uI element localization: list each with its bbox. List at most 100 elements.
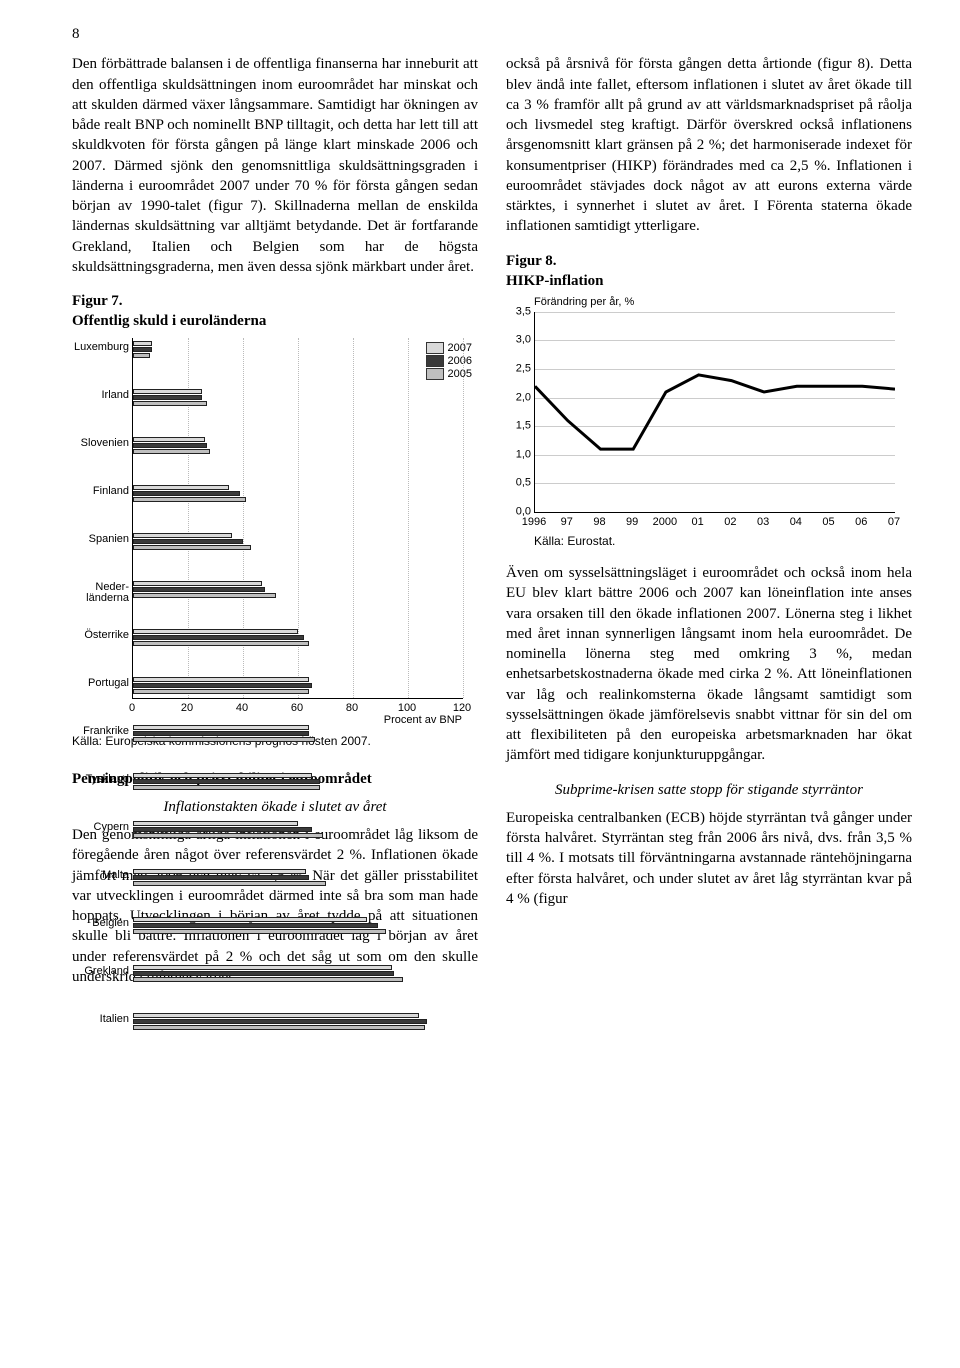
bar bbox=[133, 353, 150, 358]
bar bbox=[133, 395, 202, 400]
fig7-xlabel: Procent av BNP bbox=[384, 713, 462, 728]
xtick-label: 80 bbox=[346, 701, 358, 716]
bar-row: Tyskland bbox=[133, 770, 463, 794]
fig8-xaxis: 1996979899200001020304050607 bbox=[534, 513, 894, 527]
fig8-plot-area: 0,00,51,01,52,02,53,03,5 bbox=[534, 312, 895, 513]
bar bbox=[133, 737, 315, 742]
bar bbox=[133, 485, 229, 490]
bar-row: Italien bbox=[133, 1010, 463, 1034]
xtick-label: 04 bbox=[790, 515, 802, 530]
country-label: Finland bbox=[69, 486, 129, 497]
bar bbox=[133, 677, 309, 682]
bar-row: Österrike bbox=[133, 626, 463, 650]
bar bbox=[133, 785, 320, 790]
country-label: Cypern bbox=[69, 822, 129, 833]
bar-row: Irland bbox=[133, 386, 463, 410]
country-label: Irland bbox=[69, 390, 129, 401]
xtick-label: 05 bbox=[822, 515, 834, 530]
bar bbox=[133, 587, 265, 592]
bar bbox=[133, 341, 152, 346]
bar bbox=[133, 923, 378, 928]
country-label: Spanien bbox=[69, 534, 129, 545]
country-label: Slovenien bbox=[69, 438, 129, 449]
bar bbox=[133, 833, 323, 838]
bar-row: Finland bbox=[133, 482, 463, 506]
country-label: Portugal bbox=[69, 678, 129, 689]
bar bbox=[133, 641, 309, 646]
xtick-label: 100 bbox=[398, 701, 416, 716]
xtick-label: 0 bbox=[129, 701, 135, 716]
bar bbox=[133, 389, 202, 394]
xtick-label: 20 bbox=[181, 701, 193, 716]
bar bbox=[133, 683, 312, 688]
ytick-label: 2,0 bbox=[507, 390, 531, 405]
bar bbox=[133, 1025, 425, 1030]
xtick-label: 97 bbox=[561, 515, 573, 530]
right-para-3: Europeiska centralbanken (ECB) höjde sty… bbox=[506, 808, 912, 909]
bar bbox=[133, 635, 304, 640]
bar bbox=[133, 491, 240, 496]
right-column: också på årsnivå för första gången detta… bbox=[506, 54, 912, 987]
fig7-xaxis: Procent av BNP 020406080100120 bbox=[132, 699, 462, 727]
right-para-2: Även om sysselsättningsläget i euroområd… bbox=[506, 563, 912, 766]
page-number: 8 bbox=[72, 24, 912, 44]
bar bbox=[133, 1019, 427, 1024]
fig7-subtitle: Offentlig skuld i euroländerna bbox=[72, 311, 478, 331]
bar bbox=[133, 593, 276, 598]
fig8-ylabel: Förändring per år, % bbox=[534, 295, 912, 310]
fig8-source: Källa: Eurostat. bbox=[534, 533, 912, 549]
xtick-label: 99 bbox=[626, 515, 638, 530]
ytick-label: 3,0 bbox=[507, 333, 531, 348]
bar bbox=[133, 545, 251, 550]
fig7-chart: 200720062005 LuxemburgIrlandSlovenienFin… bbox=[72, 338, 478, 749]
fig8-chart: Förändring per år, % 0,00,51,01,52,02,53… bbox=[506, 295, 912, 549]
bar bbox=[133, 779, 320, 784]
left-column: Den förbättrade balansen i de offentliga… bbox=[72, 54, 478, 987]
ytick-label: 1,0 bbox=[507, 447, 531, 462]
bar bbox=[133, 539, 243, 544]
bar bbox=[133, 437, 205, 442]
bar-row: Portugal bbox=[133, 674, 463, 698]
bar bbox=[133, 977, 403, 982]
bar bbox=[133, 731, 309, 736]
country-label: Neder- länderna bbox=[69, 582, 129, 604]
bar bbox=[133, 401, 207, 406]
bar bbox=[133, 581, 262, 586]
bar bbox=[133, 929, 386, 934]
country-label: Belgien bbox=[69, 918, 129, 929]
xtick-label: 2000 bbox=[653, 515, 677, 530]
xtick-label: 1996 bbox=[522, 515, 546, 530]
bar bbox=[133, 347, 152, 352]
country-label: Luxemburg bbox=[69, 342, 129, 353]
xtick-label: 120 bbox=[453, 701, 471, 716]
section-subheading-subprime: Subprime-krisen satte stopp för stigande… bbox=[506, 780, 912, 800]
bar-row: Spanien bbox=[133, 530, 463, 554]
ytick-label: 0,5 bbox=[507, 476, 531, 491]
bar-row: Belgien bbox=[133, 914, 463, 938]
bar bbox=[133, 449, 210, 454]
xtick-label: 03 bbox=[757, 515, 769, 530]
fig8-title: Figur 8. bbox=[506, 253, 557, 269]
fig8-heading: Figur 8. HIKP-inflation bbox=[506, 251, 912, 292]
bar bbox=[133, 533, 232, 538]
bar bbox=[133, 497, 246, 502]
fig8-subtitle: HIKP-inflation bbox=[506, 271, 912, 291]
ytick-label: 3,5 bbox=[507, 304, 531, 319]
country-label: Malta bbox=[69, 870, 129, 881]
section-subheading-inflation: Inflationstakten ökade i slutet av året bbox=[72, 797, 478, 817]
bar bbox=[133, 689, 309, 694]
xtick-label: 07 bbox=[888, 515, 900, 530]
bar bbox=[133, 881, 326, 886]
bar bbox=[133, 875, 309, 880]
xtick-label: 98 bbox=[593, 515, 605, 530]
bar-row: Neder- länderna bbox=[133, 578, 463, 602]
xtick-label: 01 bbox=[692, 515, 704, 530]
bar bbox=[133, 629, 298, 634]
bar-row: Cypern bbox=[133, 818, 463, 842]
line-series bbox=[535, 312, 895, 512]
bar-row: Grekland bbox=[133, 962, 463, 986]
bar bbox=[133, 773, 312, 778]
country-label: Frankrike bbox=[69, 726, 129, 737]
bar bbox=[133, 971, 394, 976]
right-para-1: också på årsnivå för första gången detta… bbox=[506, 54, 912, 236]
